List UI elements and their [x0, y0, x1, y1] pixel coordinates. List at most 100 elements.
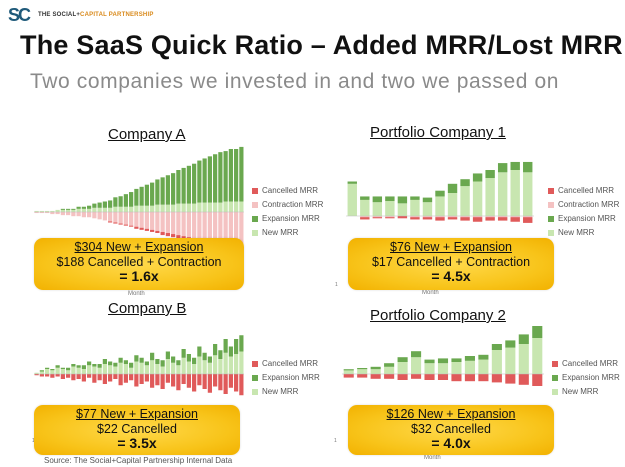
bar-cancelled-mrr-25: [160, 374, 165, 389]
bar-expansion-mrr-6: [410, 196, 420, 200]
bar-expansion-mrr-8: [437, 358, 449, 364]
chart-portfolio-company-1: [346, 161, 534, 223]
bar-new-mrr-14: [102, 207, 107, 212]
bar-cancelled-mrr-7: [66, 374, 71, 378]
bar-new-mrr-15: [532, 338, 543, 374]
bar-new-mrr-29: [181, 203, 186, 212]
bar-expansion-mrr-21: [139, 186, 144, 206]
x-tick-portfolio-2: 1: [334, 438, 337, 444]
bar-expansion-mrr-4: [384, 363, 395, 367]
bar-new-mrr-6: [410, 199, 420, 216]
bar-expansion-mrr-12: [491, 344, 502, 350]
bar-contraction-mrr-3: [372, 216, 383, 218]
bar-new-mrr-10: [81, 208, 86, 212]
bar-contraction-mrr-35: [213, 212, 218, 243]
bar-new-mrr-22: [144, 365, 149, 374]
bar-expansion-mrr-6: [60, 367, 65, 369]
legend-swatch-cancelled: [252, 361, 258, 367]
bar-expansion-mrr-5: [55, 365, 60, 368]
bar-new-mrr-10: [460, 186, 470, 216]
bar-cancelled-mrr-24: [155, 230, 160, 233]
bar-cancelled-mrr-20: [134, 226, 139, 229]
bar-new-mrr-13: [97, 207, 102, 212]
bar-new-mrr-1: [34, 210, 39, 212]
legend-label: Cancelled MRR: [562, 359, 619, 368]
bar-contraction-mrr-38: [228, 212, 233, 245]
bar-new-mrr-38: [228, 356, 233, 374]
bar-cancelled-mrr-18: [123, 224, 128, 226]
bar-expansion-mrr-29: [181, 349, 186, 358]
bar-new-mrr-2: [39, 210, 44, 212]
x-axis-label-portfolio-1: Month: [422, 290, 439, 296]
bar-contraction-mrr-15: [108, 212, 113, 222]
bar-cancelled-mrr-25: [160, 231, 165, 236]
bar-expansion-mrr-27: [171, 173, 176, 205]
legend-swatch-expansion: [252, 216, 258, 222]
callout-line-2: $17 Cancelled + Contraction: [371, 254, 531, 269]
bar-expansion-mrr-13: [97, 202, 102, 208]
bar-new-mrr-39: [234, 201, 239, 212]
bar-new-mrr-29: [181, 357, 186, 374]
bar-cancelled-mrr-27: [171, 374, 176, 387]
legend-swatch-contraction: [252, 202, 258, 208]
bar-new-mrr-1: [343, 370, 354, 374]
bar-contraction-mrr-1: [34, 212, 39, 214]
legend-item: Cancelled MRR: [252, 357, 320, 371]
bar-contraction-mrr-13: [97, 212, 102, 220]
legend-swatch-new: [252, 230, 258, 236]
bar-expansion-mrr-12: [485, 170, 495, 179]
bar-cancelled-mrr-21: [139, 374, 144, 384]
x-tick-portfolio-1: 1: [335, 282, 338, 288]
bar-new-mrr-18: [123, 364, 128, 374]
slide-title: The SaaS Quick Ratio – Added MRR/Lost MR…: [20, 30, 623, 60]
bar-contraction-mrr-12: [485, 216, 495, 218]
bar-new-mrr-15: [523, 172, 533, 216]
bar-new-mrr-1: [347, 183, 357, 216]
bar-expansion-mrr-20: [134, 355, 139, 362]
bar-expansion-mrr-29: [181, 167, 186, 204]
legend-label: Contraction MRR: [558, 200, 620, 209]
bar-expansion-mrr-14: [510, 161, 520, 170]
bar-cancelled-mrr-3: [370, 374, 381, 379]
bar-expansion-mrr-9: [447, 183, 458, 193]
bar-expansion-mrr-1: [347, 181, 357, 184]
legend-label: Contraction MRR: [262, 200, 324, 209]
legend-swatch-contraction: [548, 202, 554, 208]
bar-new-mrr-19: [129, 206, 134, 212]
bar-cancelled-mrr-4: [385, 217, 395, 219]
bar-contraction-mrr-19: [129, 212, 134, 226]
bar-contraction-mrr-3: [45, 212, 50, 214]
bar-new-mrr-13: [505, 347, 516, 374]
bar-contraction-mrr-28: [176, 212, 181, 236]
bar-cancelled-mrr-28: [176, 374, 181, 391]
bar-cancelled-mrr-15: [532, 374, 543, 386]
bar-new-mrr-37: [223, 352, 228, 374]
bar-contraction-mrr-40: [239, 212, 244, 246]
bar-expansion-mrr-13: [505, 340, 516, 348]
bar-new-mrr-37: [223, 201, 228, 212]
legend-portfolio-2: Cancelled MRR Expansion MRR New MRR: [552, 357, 620, 399]
bar-expansion-mrr-7: [66, 208, 71, 210]
bar-cancelled-mrr-6: [411, 374, 422, 379]
bar-new-mrr-18: [123, 206, 128, 212]
bar-new-mrr-2: [360, 199, 370, 216]
bar-cancelled-mrr-30: [186, 374, 191, 388]
bar-new-mrr-25: [160, 366, 165, 374]
bar-expansion-mrr-38: [228, 346, 233, 357]
callout-ratio: = 3.5x: [117, 435, 157, 451]
legend-item: Cancelled MRR: [252, 184, 323, 198]
bar-cancelled-mrr-8: [435, 217, 445, 221]
bar-contraction-mrr-36: [218, 212, 223, 244]
bar-cancelled-mrr-26: [165, 374, 170, 383]
legend-swatch-expansion: [252, 375, 258, 381]
bar-expansion-mrr-19: [129, 192, 134, 207]
bar-contraction-mrr-22: [144, 212, 149, 229]
bar-new-mrr-30: [186, 203, 191, 212]
bar-cancelled-mrr-2: [39, 374, 44, 377]
bar-contraction-mrr-10: [460, 216, 470, 218]
bar-expansion-mrr-17: [118, 357, 123, 363]
bar-contraction-mrr-4: [50, 212, 55, 215]
legend-item: Contraction MRR: [252, 198, 323, 212]
callout-company-b: $77 New + Expansion $22 Cancelled = 3.5x: [34, 405, 240, 455]
bar-contraction-mrr-27: [171, 212, 176, 235]
